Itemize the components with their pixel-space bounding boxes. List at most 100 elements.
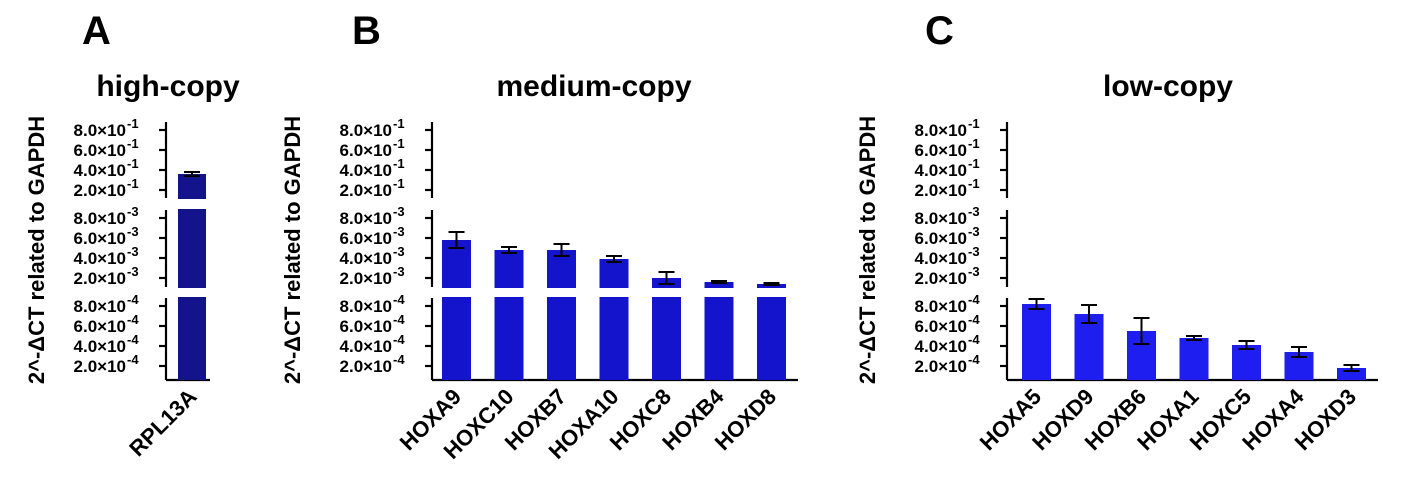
bar — [704, 282, 734, 380]
y-axis-label: 2^-ΔCT related to GAPDH — [855, 116, 880, 384]
y-tick-exponent: -3 — [393, 264, 405, 279]
y-tick-label: 4.0×10 — [915, 337, 967, 356]
axis-break-gap — [177, 199, 207, 209]
y-tick-label: 4.0×10 — [74, 161, 126, 180]
y-tick-exponent: -3 — [393, 204, 405, 219]
y-tick-exponent: -3 — [127, 264, 139, 279]
y-tick-exponent: -1 — [393, 116, 405, 131]
y-tick-label: 6.0×10 — [74, 317, 126, 336]
y-tick-label: 2.0×10 — [74, 181, 126, 200]
y-tick-exponent: -1 — [968, 176, 980, 191]
y-tick-exponent: -4 — [968, 292, 980, 307]
axis-break-gap — [703, 288, 735, 297]
y-tick-label: 6.0×10 — [915, 229, 967, 248]
category-label: RPL13A — [124, 384, 201, 461]
panel-letter: B — [352, 9, 381, 53]
axis-break-gap — [756, 288, 787, 297]
y-tick-label: 4.0×10 — [74, 249, 126, 268]
y-tick-label: 6.0×10 — [340, 141, 392, 160]
y-tick-exponent: -1 — [968, 116, 980, 131]
y-tick-exponent: -3 — [968, 264, 980, 279]
y-tick-label: 8.0×10 — [340, 121, 392, 140]
y-tick-exponent: -1 — [968, 136, 980, 151]
y-tick-label: 8.0×10 — [74, 209, 126, 228]
bar — [547, 250, 576, 380]
y-tick-label: 8.0×10 — [915, 209, 967, 228]
y-tick-label: 4.0×10 — [74, 337, 126, 356]
y-tick-label: 6.0×10 — [340, 317, 392, 336]
axis-break-gap — [546, 288, 577, 297]
y-tick-exponent: -3 — [393, 224, 405, 239]
y-tick-exponent: -1 — [127, 116, 139, 131]
axis-break-gap — [441, 288, 472, 297]
panel-title: high-copy — [96, 70, 240, 103]
panel-letter: A — [82, 9, 111, 53]
panel-title: medium-copy — [496, 70, 691, 103]
bar — [1074, 314, 1104, 380]
bar — [494, 250, 524, 380]
y-tick-label: 2.0×10 — [915, 357, 967, 376]
y-tick-label: 8.0×10 — [74, 297, 126, 316]
axis-break-gap — [598, 288, 630, 297]
axis-break-gap — [651, 288, 682, 297]
bar — [1179, 338, 1209, 380]
y-tick-exponent: -4 — [393, 332, 405, 347]
y-tick-exponent: -4 — [127, 292, 139, 307]
y-tick-exponent: -1 — [127, 176, 139, 191]
y-tick-exponent: -4 — [968, 352, 980, 367]
y-tick-exponent: -3 — [968, 204, 980, 219]
y-axis-label: 2^-ΔCT related to GAPDH — [24, 116, 49, 384]
bar — [757, 284, 786, 380]
y-tick-exponent: -4 — [393, 352, 405, 367]
bar — [442, 240, 471, 380]
y-tick-label: 8.0×10 — [340, 209, 392, 228]
y-tick-exponent: -4 — [393, 292, 405, 307]
bar — [1232, 345, 1261, 380]
y-tick-exponent: -3 — [127, 244, 139, 259]
y-tick-exponent: -4 — [968, 312, 980, 327]
y-tick-label: 6.0×10 — [74, 229, 126, 248]
y-tick-label: 4.0×10 — [340, 161, 392, 180]
y-tick-exponent: -4 — [393, 312, 405, 327]
y-tick-exponent: -4 — [127, 352, 139, 367]
y-tick-label: 2.0×10 — [74, 357, 126, 376]
y-tick-label: 6.0×10 — [340, 229, 392, 248]
y-tick-exponent: -4 — [127, 332, 139, 347]
y-tick-exponent: -3 — [968, 244, 980, 259]
y-tick-exponent: -1 — [127, 156, 139, 171]
y-tick-label: 8.0×10 — [340, 297, 392, 316]
panel-letter: C — [925, 9, 954, 53]
y-tick-label: 8.0×10 — [74, 121, 126, 140]
y-tick-exponent: -1 — [393, 136, 405, 151]
y-tick-exponent: -3 — [393, 244, 405, 259]
y-tick-exponent: -3 — [968, 224, 980, 239]
y-tick-label: 8.0×10 — [915, 121, 967, 140]
y-tick-label: 2.0×10 — [915, 269, 967, 288]
bar — [599, 259, 629, 380]
y-tick-label: 4.0×10 — [915, 161, 967, 180]
y-tick-exponent: -1 — [968, 156, 980, 171]
y-tick-label: 2.0×10 — [340, 181, 392, 200]
y-tick-label: 2.0×10 — [340, 269, 392, 288]
y-tick-label: 4.0×10 — [340, 337, 392, 356]
y-tick-label: 2.0×10 — [915, 181, 967, 200]
y-tick-label: 2.0×10 — [340, 357, 392, 376]
y-tick-exponent: -1 — [393, 156, 405, 171]
y-tick-exponent: -1 — [127, 136, 139, 151]
y-tick-exponent: -1 — [393, 176, 405, 191]
y-tick-exponent: -4 — [127, 312, 139, 327]
y-tick-label: 2.0×10 — [74, 269, 126, 288]
axis-break-gap — [493, 288, 525, 297]
y-axis-label: 2^-ΔCT related to GAPDH — [280, 116, 305, 384]
axis-break-gap — [177, 288, 207, 297]
panel-title: low-copy — [1103, 70, 1233, 103]
y-tick-label: 4.0×10 — [340, 249, 392, 268]
y-tick-label: 8.0×10 — [915, 297, 967, 316]
y-tick-label: 6.0×10 — [915, 317, 967, 336]
y-tick-label: 6.0×10 — [915, 141, 967, 160]
y-tick-exponent: -4 — [968, 332, 980, 347]
